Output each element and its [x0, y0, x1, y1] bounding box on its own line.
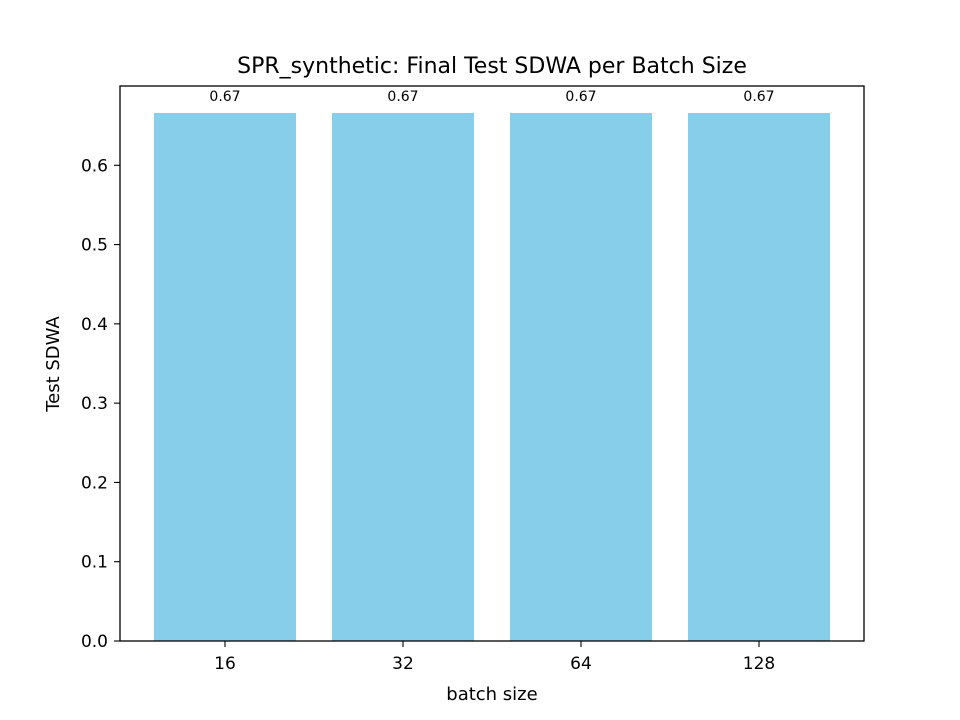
x-tick-label-16: 16 — [214, 654, 236, 674]
y-tick-label-0.2: 0.2 — [81, 473, 108, 493]
data-labels-group: 0.67 0.67 0.67 0.67 — [209, 89, 774, 105]
bar-128 — [688, 112, 830, 641]
data-label-64: 0.67 — [565, 89, 596, 105]
x-tick-label-128: 128 — [743, 654, 775, 674]
y-axis: 0.0 0.1 0.2 0.3 0.4 0.5 0.6 — [81, 156, 120, 652]
y-tick-label-0.4: 0.4 — [81, 315, 108, 335]
bar-16 — [154, 112, 296, 641]
bar-64 — [510, 112, 652, 641]
y-tick-label-0.0: 0.0 — [81, 632, 108, 652]
data-label-128: 0.67 — [743, 89, 774, 105]
plot-frame — [119, 85, 865, 642]
y-axis-label: Test SDWA — [43, 316, 64, 413]
x-tick-label-32: 32 — [392, 654, 414, 674]
x-axis-label: batch size — [446, 684, 537, 705]
x-axis: 16 32 64 128 — [214, 641, 775, 674]
x-tick-label-64: 64 — [570, 654, 592, 674]
y-tick-label-0.6: 0.6 — [81, 156, 108, 176]
data-label-16: 0.67 — [209, 89, 240, 105]
bars-group — [154, 112, 830, 641]
chart-title: SPR_synthetic: Final Test SDWA per Batch… — [237, 54, 747, 79]
y-tick-label-0.5: 0.5 — [81, 236, 108, 256]
data-label-32: 0.67 — [387, 89, 418, 105]
bar-32 — [332, 112, 474, 641]
y-tick-label-0.3: 0.3 — [81, 394, 108, 414]
y-tick-label-0.1: 0.1 — [81, 553, 108, 573]
